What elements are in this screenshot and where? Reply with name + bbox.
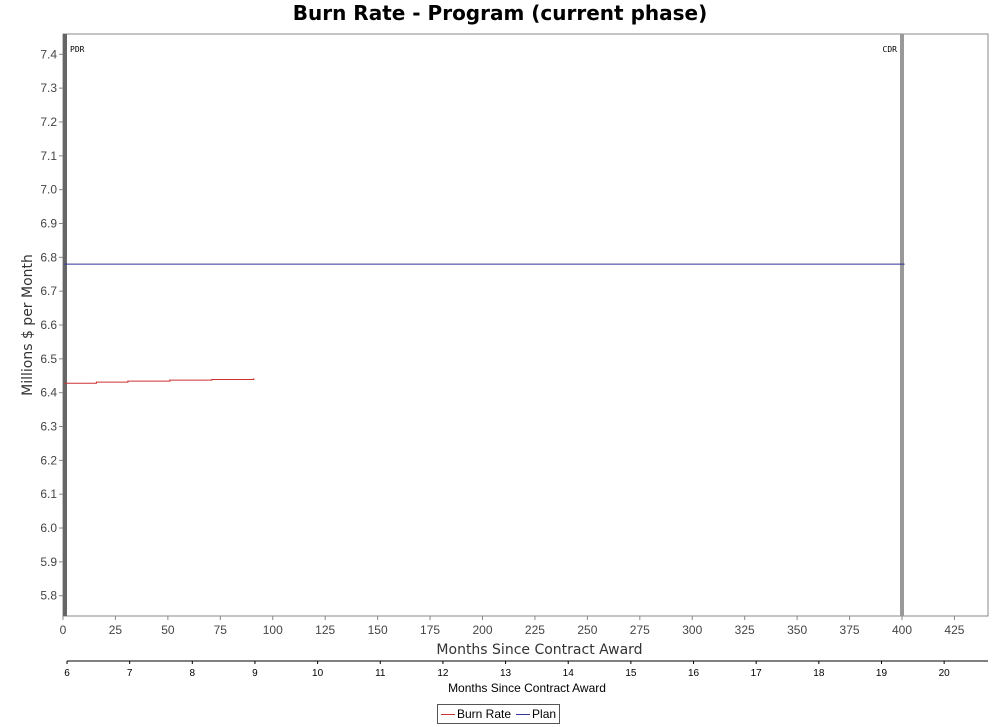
legend-label-plan: Plan (532, 707, 557, 721)
legend-label-burn-rate: Burn Rate (457, 707, 512, 721)
secondary-x-tick-label-7: 13 (500, 668, 512, 679)
x-tick-label-9: 225 (525, 623, 545, 637)
x-tick-label-6: 150 (368, 623, 388, 637)
marker-label-cdr: CDR (883, 45, 898, 54)
legend: Burn Rate Plan (437, 704, 561, 724)
y-tick-label-15: 5.9 (40, 555, 57, 569)
x-tick-label-4: 100 (263, 623, 283, 637)
y-tick-label-1: 7.3 (40, 81, 57, 95)
plot-area (62, 33, 989, 617)
y-tick-label-5: 6.9 (40, 216, 57, 230)
y-tick-label-6: 6.8 (40, 250, 57, 264)
secondary-x-tick-label-10: 16 (688, 668, 700, 679)
marker-line-cdr (900, 34, 905, 616)
y-axis-label: Millions $ per Month (20, 254, 36, 396)
y-tick-label-11: 6.3 (40, 420, 57, 434)
x-axis-label: Months Since Contract Award (436, 642, 642, 658)
y-tick-label-4: 7.0 (40, 183, 57, 197)
marker-label-pdr: PDR (70, 45, 85, 54)
x-tick-label-8: 200 (472, 623, 492, 637)
marker-line-pdr (63, 34, 67, 616)
y-tick-label-16: 5.8 (40, 589, 57, 603)
legend-item-burn-rate: Burn Rate (441, 707, 511, 721)
secondary-x-axis-label: Months Since Contract Award (448, 681, 606, 695)
legend-item-plan: Plan (516, 707, 556, 721)
chart-title: Burn Rate - Program (current phase) (292, 1, 708, 25)
x-tick-label-0: 0 (60, 623, 67, 637)
x-tick-label-10: 250 (577, 623, 597, 637)
secondary-x-tick-label-3: 9 (252, 668, 258, 679)
series-point-plan-0 (64, 263, 66, 265)
y-tick-label-13: 6.1 (40, 487, 57, 501)
x-tick-label-5: 125 (315, 623, 335, 637)
x-tick-label-7: 175 (420, 623, 440, 637)
secondary-x-tick-label-12: 18 (813, 668, 825, 679)
series-point-burn-rate-4 (211, 378, 213, 381)
series-point-burn-rate-0 (64, 382, 66, 384)
x-tick-label-16: 400 (892, 623, 912, 637)
secondary-x-tick-label-6: 12 (437, 668, 449, 679)
y-tick-label-12: 6.2 (40, 453, 57, 467)
y-tick-label-3: 7.1 (40, 149, 57, 163)
secondary-x-tick-label-0: 6 (64, 668, 70, 679)
series-point-burn-rate-3 (169, 379, 171, 381)
series-point-burn-rate-5 (253, 378, 255, 380)
secondary-x-tick-label-8: 14 (563, 668, 575, 679)
secondary-x-tick-label-11: 17 (751, 668, 763, 679)
x-tick-label-15: 375 (840, 623, 860, 637)
y-tick-label-7: 6.7 (40, 284, 57, 298)
secondary-x-tick-label-9: 15 (625, 668, 637, 679)
x-tick-label-13: 325 (735, 623, 755, 637)
secondary-x-tick-label-4: 10 (312, 668, 324, 679)
x-tick-label-17: 425 (944, 623, 964, 637)
x-tick-label-12: 300 (682, 623, 702, 637)
x-tick-label-1: 25 (109, 623, 123, 637)
y-tick-label-14: 6.0 (40, 521, 57, 535)
x-tick-label-3: 75 (214, 623, 228, 637)
secondary-x-tick-label-14: 20 (939, 668, 951, 679)
series-point-burn-rate-1 (95, 381, 98, 383)
x-tick-label-14: 350 (787, 623, 807, 637)
y-tick-label-0: 7.4 (40, 47, 57, 61)
series-point-plan-1 (903, 263, 905, 265)
y-tick-label-10: 6.4 (40, 386, 57, 400)
legend-swatch-burn-rate (441, 713, 455, 715)
secondary-x-tick-label-2: 8 (190, 668, 196, 679)
legend-swatch-plan (516, 713, 531, 715)
y-tick-label-8: 6.6 (40, 318, 57, 332)
secondary-x-tick-label-1: 7 (127, 668, 133, 679)
x-tick-label-11: 275 (630, 623, 650, 637)
y-tick-label-9: 6.5 (40, 352, 57, 366)
y-tick-label-2: 7.2 (40, 115, 57, 129)
x-tick-label-2: 50 (161, 623, 175, 637)
series-point-burn-rate-2 (127, 380, 129, 382)
secondary-x-tick-label-5: 11 (375, 668, 386, 679)
secondary-x-tick-label-13: 19 (876, 668, 888, 679)
